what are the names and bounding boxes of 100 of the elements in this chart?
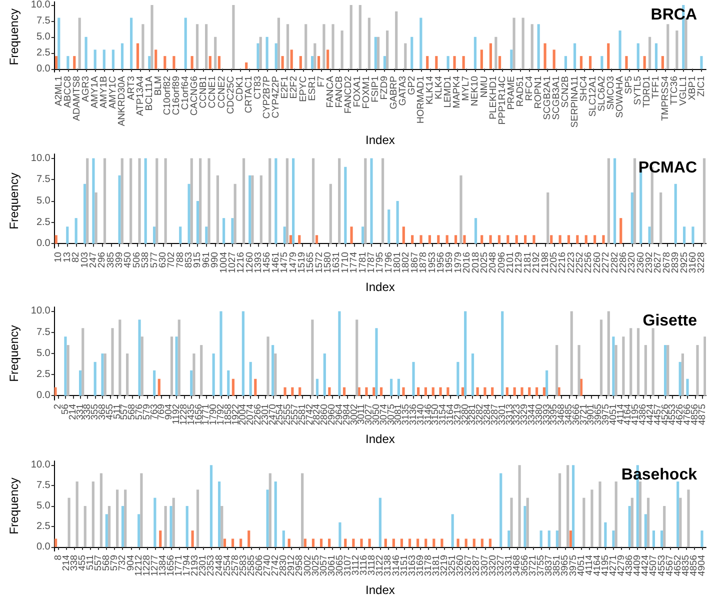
- x-tick-label: 2252: [574, 252, 586, 274]
- bar: [112, 50, 114, 69]
- bar: [316, 378, 319, 396]
- bar: [614, 345, 618, 396]
- bar: [172, 498, 175, 547]
- bar: [292, 158, 295, 244]
- bar: [142, 24, 144, 69]
- bar: [569, 530, 572, 547]
- y-axis-title: Frequency: [7, 172, 21, 230]
- bar: [164, 56, 166, 69]
- y-tick-label: 10.0: [30, 152, 51, 164]
- bar: [191, 530, 194, 547]
- bar: [170, 336, 174, 396]
- x-tick-label: C1orf64: [180, 76, 192, 110]
- bar: [556, 345, 558, 396]
- x-tick-label: 577: [148, 252, 160, 268]
- bar: [84, 506, 86, 547]
- bar: [148, 56, 151, 69]
- bar: [58, 18, 60, 69]
- bar: [54, 387, 57, 396]
- bar: [232, 378, 234, 396]
- bar: [488, 538, 492, 547]
- bar: [460, 175, 462, 244]
- bar: [281, 56, 284, 69]
- bar: [370, 158, 373, 244]
- bar: [392, 538, 395, 547]
- bar: [512, 18, 516, 69]
- bar: [535, 387, 538, 396]
- bar: [464, 538, 468, 547]
- bar: [350, 226, 353, 244]
- x-axis-title: Index: [366, 583, 395, 597]
- bar: [240, 538, 242, 547]
- x-tick-label: 2048: [488, 252, 499, 274]
- x-tick-label: SMCO3: [605, 76, 616, 110]
- bar: [513, 387, 516, 396]
- x-tick-label: 2678: [661, 252, 672, 274]
- bar: [648, 36, 652, 69]
- bar: [681, 353, 684, 396]
- bar: [188, 184, 190, 244]
- bar: [158, 378, 160, 396]
- bar: [205, 226, 208, 244]
- x-tick-label: NMU: [478, 76, 490, 98]
- x-tick-label: 10: [53, 252, 64, 263]
- bar: [164, 506, 167, 547]
- x-tick-label: 2216: [557, 252, 568, 274]
- x-tick-label: ADAMTS8: [71, 76, 82, 121]
- x-tick-label: 1565: [305, 252, 316, 274]
- bar: [676, 30, 678, 69]
- bar: [304, 24, 308, 69]
- bar: [326, 50, 330, 69]
- x-tick-label: 2320: [626, 252, 638, 274]
- bar: [446, 56, 450, 69]
- x-tick-label: FANCA: [324, 75, 336, 108]
- bar: [590, 490, 594, 547]
- bar: [289, 235, 292, 244]
- x-tick-label: 296: [96, 252, 108, 268]
- bar: [570, 311, 573, 396]
- x-tick-label: ESR1: [306, 76, 318, 101]
- bar: [544, 43, 546, 69]
- x-tick-label: CCNE1: [207, 76, 218, 108]
- bar: [613, 158, 616, 244]
- bar: [578, 345, 580, 396]
- bar: [274, 353, 277, 396]
- bar: [506, 235, 510, 244]
- bar: [676, 481, 680, 547]
- bar: [232, 5, 235, 69]
- bar: [249, 362, 252, 396]
- bar: [277, 18, 280, 69]
- x-tick-label: ATP13A4: [134, 76, 146, 116]
- bar: [491, 387, 494, 396]
- x-tick-label: 247: [88, 252, 99, 268]
- x-tick-label: 399: [114, 252, 126, 268]
- bar: [424, 538, 428, 547]
- bar: [612, 336, 615, 396]
- bar: [130, 18, 133, 69]
- bar: [108, 506, 111, 547]
- bar: [256, 43, 260, 69]
- x-tick-label: 2198: [540, 252, 551, 274]
- bar: [156, 158, 158, 244]
- bar: [494, 36, 498, 69]
- bar: [376, 36, 380, 69]
- bar: [556, 530, 558, 547]
- bar: [660, 192, 662, 244]
- x-tick-label: FANCD2: [343, 76, 354, 114]
- bar: [322, 24, 326, 69]
- bar: [66, 56, 70, 69]
- bar: [506, 387, 508, 396]
- bar: [311, 56, 314, 69]
- bar: [298, 235, 301, 244]
- bar: [153, 370, 156, 396]
- bar: [628, 506, 631, 547]
- y-tick-label: 5.0: [36, 195, 51, 206]
- bar: [175, 336, 178, 396]
- bar: [138, 514, 140, 547]
- x-tick-label: 1461: [270, 252, 282, 274]
- x-tick-label: GATA3: [397, 76, 408, 106]
- bar: [170, 506, 172, 547]
- x-tick-label: SERPINA11: [569, 76, 580, 128]
- bar: [644, 514, 647, 547]
- x-tick-label: 1801: [392, 252, 404, 274]
